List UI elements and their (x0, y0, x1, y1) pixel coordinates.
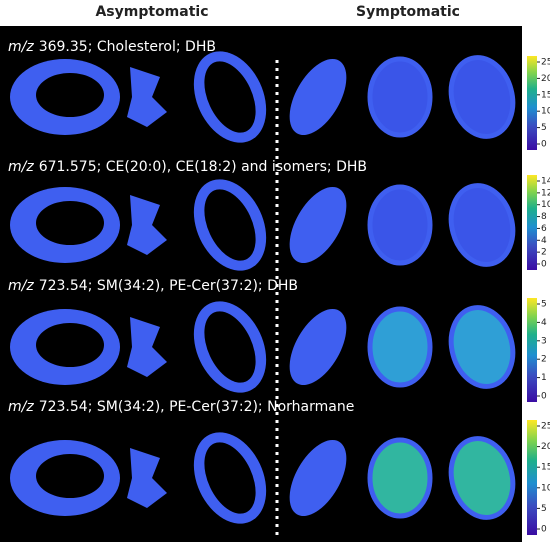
colorbar-tick-label: 0 (541, 140, 547, 150)
colorbar-tick-label: 15 (541, 90, 550, 100)
colorbar (527, 175, 537, 270)
colorbar (527, 420, 537, 535)
tissue (289, 309, 347, 385)
panel-title: m/z 369.35; Cholesterol; DHB (8, 39, 216, 55)
colorbar-tick-label: 4 (541, 236, 547, 246)
colorbar-tick-label: 3 (541, 336, 547, 346)
tissue (289, 440, 347, 516)
panel-title: m/z 671.575; CE(20:0), CE(18:2) and isome… (8, 159, 367, 175)
colorbar-tick-label: 10 (541, 200, 550, 210)
colorbar (527, 298, 537, 402)
mz-label: m/z (8, 278, 34, 294)
tissue (448, 305, 516, 389)
colorbar-tick-label: 20 (541, 442, 550, 452)
colorbar-tick-label: 25 (541, 422, 550, 432)
mz-label: m/z (8, 39, 34, 55)
tissue-hole (204, 442, 256, 514)
colorbar-tick-label: 5 (541, 123, 547, 133)
tissue (448, 55, 516, 139)
colorbar-tick-label: 14 (541, 177, 550, 187)
colorbar (527, 56, 537, 150)
colorbar-tick-label: 20 (541, 74, 550, 84)
tissue-hole (36, 454, 104, 498)
tissue-hole (204, 311, 256, 383)
panel-label: 723.54; SM(34:2), PE-Cer(37:2); DHB (39, 278, 298, 294)
panel-title: m/z 723.54; SM(34:2), PE-Cer(37:2); Norha… (8, 399, 354, 415)
panel-label: 671.575; CE(20:0), CE(18:2) and isomers;… (39, 159, 367, 175)
colorbar-tick-label: 0 (541, 392, 547, 402)
colorbar-tick-label: 4 (541, 318, 547, 328)
colorbar-tick-label: 1 (541, 373, 547, 383)
colorbar-tick-label: 6 (541, 224, 547, 234)
tissue-hole (204, 189, 256, 261)
panel-label: 723.54; SM(34:2), PE-Cer(37:2); Norharma… (39, 399, 355, 415)
colorbar-tick-label: 8 (541, 212, 547, 222)
colorbar-tick-label: 10 (541, 483, 550, 493)
colorbar-tick-label: 0 (541, 260, 547, 270)
tissue-hole (36, 73, 104, 117)
colorbar-tick-label: 25 (541, 58, 550, 68)
tissue (127, 448, 167, 508)
panel-title: m/z 723.54; SM(34:2), PE-Cer(37:2); DHB (8, 278, 298, 294)
tissue (367, 184, 433, 266)
mz-label: m/z (8, 159, 34, 175)
tissue (448, 436, 516, 520)
tissue (367, 437, 433, 519)
tissue (127, 195, 167, 255)
tissue (367, 306, 433, 388)
tissue (289, 187, 347, 263)
colorbar-tick-label: 5 (541, 504, 547, 514)
tissue-hole (36, 201, 104, 245)
colorbar-tick-label: 10 (541, 107, 550, 117)
column-header: Asymptomatic (95, 4, 208, 20)
mz-label: m/z (8, 399, 34, 415)
column-header: Symptomatic (356, 4, 460, 20)
colorbar-tick-label: 2 (541, 248, 547, 258)
panel-label: 369.35; Cholesterol; DHB (39, 39, 216, 55)
tissue (289, 59, 347, 135)
colorbar-tick-label: 5 (541, 300, 547, 310)
colorbar-tick-label: 15 (541, 463, 550, 473)
colorbar-tick-label: 2 (541, 355, 547, 365)
tissue-hole (204, 61, 256, 133)
colorbar-tick-label: 12 (541, 188, 550, 198)
tissue-hole (36, 323, 104, 367)
tissue (127, 317, 167, 377)
tissue (367, 56, 433, 138)
tissue (448, 183, 516, 267)
tissue (127, 67, 167, 127)
colorbar-tick-label: 0 (541, 525, 547, 535)
